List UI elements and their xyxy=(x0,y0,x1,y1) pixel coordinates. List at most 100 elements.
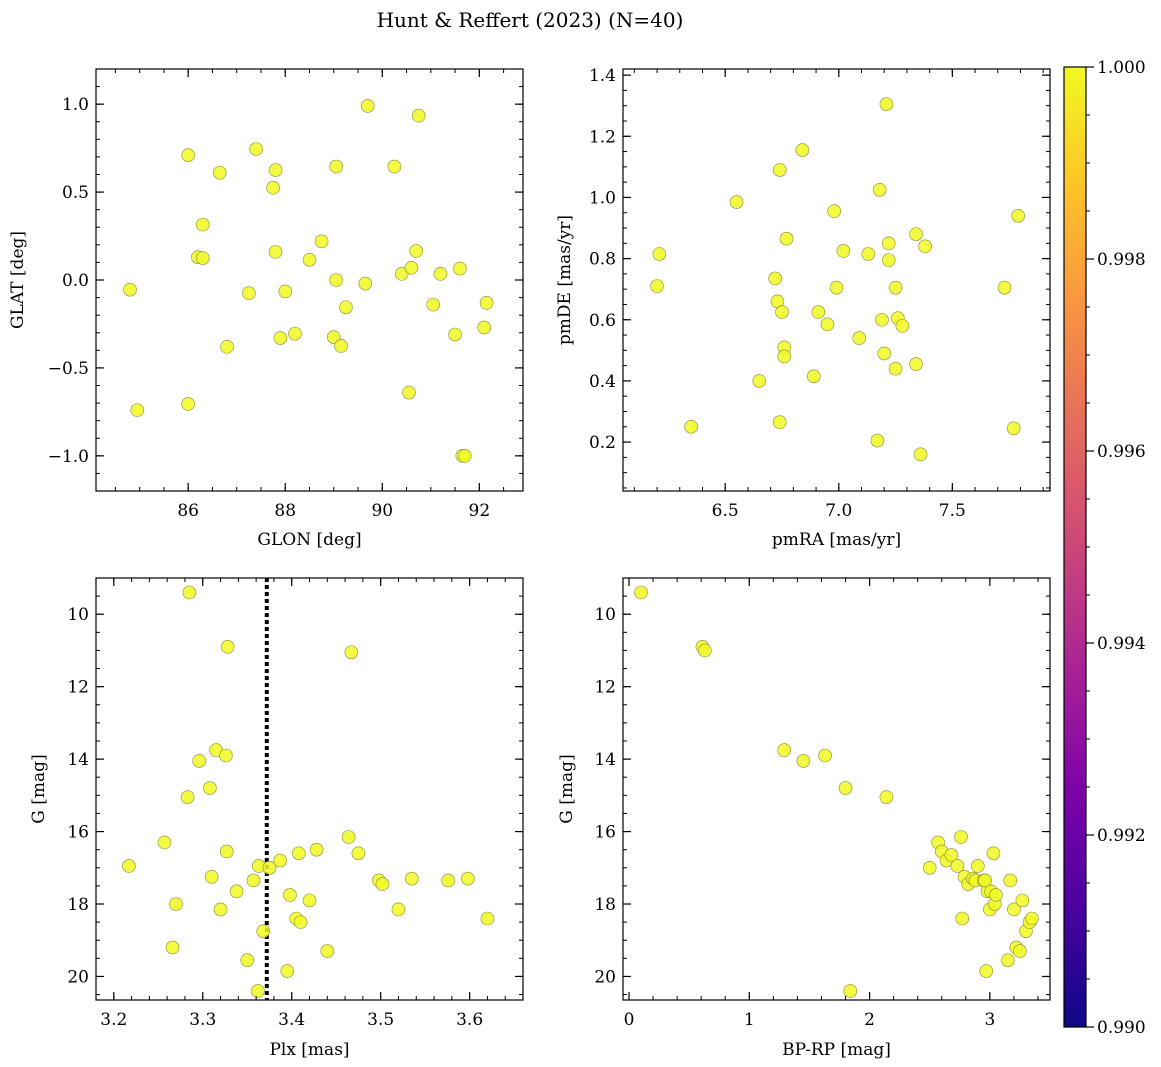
scatter-point xyxy=(768,271,782,286)
scatter-point xyxy=(634,585,648,600)
axes-frame-bprp-g xyxy=(622,577,1051,1001)
scatter-point xyxy=(954,830,968,844)
scatter-point xyxy=(684,419,698,434)
scatter-point xyxy=(122,859,136,873)
scatter-point xyxy=(249,142,263,156)
scatter-point xyxy=(772,163,787,177)
scatter-point xyxy=(402,385,416,400)
scatter-point xyxy=(180,790,195,804)
scatter-point xyxy=(881,236,896,251)
scatter-point xyxy=(262,860,277,875)
scatter-point xyxy=(219,844,234,859)
axes-frame-plx-g xyxy=(95,577,524,1001)
x-tick-label: 3.3 xyxy=(189,1010,216,1030)
y-tick-labels-glon-glat: −1.0 −0.5 0.0 0.5 1.0 xyxy=(48,95,89,467)
scatter-point xyxy=(192,754,206,768)
y-tick-label: −1.0 xyxy=(48,447,89,467)
x-tick-label: 7.0 xyxy=(825,501,852,521)
axes-frame-glon-glat xyxy=(95,68,524,492)
scatter-point xyxy=(288,326,302,341)
scatter-point xyxy=(246,873,261,888)
y-tick-label: 12 xyxy=(67,678,89,698)
scatter-point xyxy=(329,159,343,174)
y-tick-label: 12 xyxy=(594,678,616,698)
scatter-point xyxy=(309,842,324,857)
scatter-point xyxy=(278,284,293,299)
colorbar-tick-label: 0.998 xyxy=(1097,250,1146,270)
y-tick-label: 1.4 xyxy=(589,66,616,86)
scatter-point xyxy=(752,374,767,388)
colorbar-tick-label: 0.990 xyxy=(1097,1018,1146,1038)
scatter-point xyxy=(775,305,789,319)
x-tick-labels-bprp-g: 0 1 2 3 xyxy=(624,1010,996,1030)
scatter-point xyxy=(978,873,992,888)
scatter-point xyxy=(195,251,210,265)
scatter-points-glon-glat xyxy=(123,99,494,463)
scatter-points-bprp-g xyxy=(634,585,1039,998)
scatter-point xyxy=(268,245,283,259)
y-axis-label-g-mag-left: G [mag] xyxy=(29,754,49,823)
x-tick-label: 88 xyxy=(274,501,296,521)
scatter-point xyxy=(852,331,867,345)
scatter-point xyxy=(375,877,390,891)
scatter-point xyxy=(650,279,664,293)
scatter-point xyxy=(838,781,853,795)
panel-pmra-pmde: 6.5 7.0 7.5 0.2 0.4 0.6 0.8 1.0 1.2 1.4 pmRA [ma… xyxy=(555,66,1051,550)
scatter-point xyxy=(409,244,424,258)
scatter-point xyxy=(820,317,835,332)
scatter-point xyxy=(181,148,195,162)
x-tick-label: 90 xyxy=(371,501,393,521)
scatter-point xyxy=(836,244,851,258)
colorbar-tick-label: 0.996 xyxy=(1097,442,1146,462)
scatter-point xyxy=(950,859,965,873)
scatter-point xyxy=(157,835,172,850)
scatter-point xyxy=(879,97,894,111)
scatter-point xyxy=(1015,893,1030,908)
y-tick-label: 18 xyxy=(594,895,616,915)
scatter-point xyxy=(256,924,271,938)
y-tick-labels-bprp-g: 10 12 14 16 18 20 xyxy=(594,605,616,987)
scatter-point xyxy=(405,871,419,886)
scatter-point xyxy=(453,261,467,276)
x-axis-label-pmra: pmRA [mas/yr] xyxy=(772,530,901,550)
scatter-point xyxy=(870,433,885,448)
scatter-point xyxy=(461,871,475,886)
scatter-point xyxy=(344,645,359,660)
y-tick-label: 18 xyxy=(67,895,89,915)
scatter-point xyxy=(203,781,217,795)
scatter-points-pmra-pmde xyxy=(650,97,1026,462)
y-tick-labels-plx-g: 10 12 14 16 18 20 xyxy=(67,605,89,987)
x-tick-label: 7.5 xyxy=(939,501,966,521)
scatter-point xyxy=(829,280,844,295)
scatter-point xyxy=(944,848,959,862)
scatter-point xyxy=(1013,944,1027,958)
scatter-point xyxy=(652,247,667,261)
y-tick-label: 0.6 xyxy=(589,311,616,331)
scatter-point xyxy=(697,643,712,658)
scatter-point xyxy=(220,640,235,654)
y-tick-label: 10 xyxy=(67,605,89,625)
scatter-point xyxy=(888,361,903,376)
scatter-point xyxy=(341,830,356,844)
x-axis-label-plx: Plx [mas] xyxy=(269,1040,349,1060)
scatter-point xyxy=(989,888,1003,902)
x-tick-label: 6.5 xyxy=(712,501,739,521)
scatter-point xyxy=(123,282,137,297)
ticks-pmra-pmde xyxy=(623,69,1050,491)
y-tick-label: 1.0 xyxy=(589,188,616,208)
ticks-plx-g xyxy=(95,577,524,1000)
scatter-point xyxy=(772,415,787,429)
x-tick-label: 3.6 xyxy=(456,1010,483,1030)
scatter-point xyxy=(339,300,353,315)
scatter-point xyxy=(219,748,233,763)
scatter-point xyxy=(918,239,932,254)
colorbar-tick-label: 1.000 xyxy=(1097,58,1146,78)
scatter-point xyxy=(251,984,265,998)
y-axis-label-glat: GLAT [deg] xyxy=(8,231,28,329)
x-tick-label: 3.5 xyxy=(367,1010,394,1030)
x-tick-label: 1 xyxy=(744,1010,755,1030)
y-tick-label: 0.5 xyxy=(62,183,89,203)
x-axis-label-bprp: BP-RP [mag] xyxy=(782,1040,891,1060)
